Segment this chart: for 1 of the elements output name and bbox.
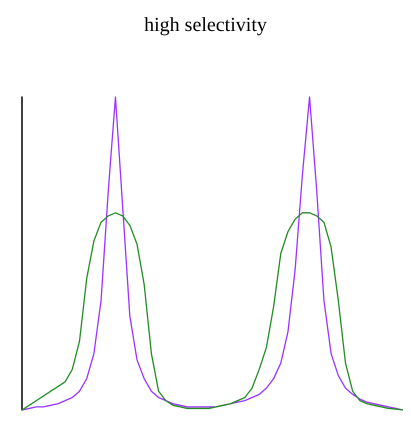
chart-title: high selectivity (144, 14, 267, 36)
